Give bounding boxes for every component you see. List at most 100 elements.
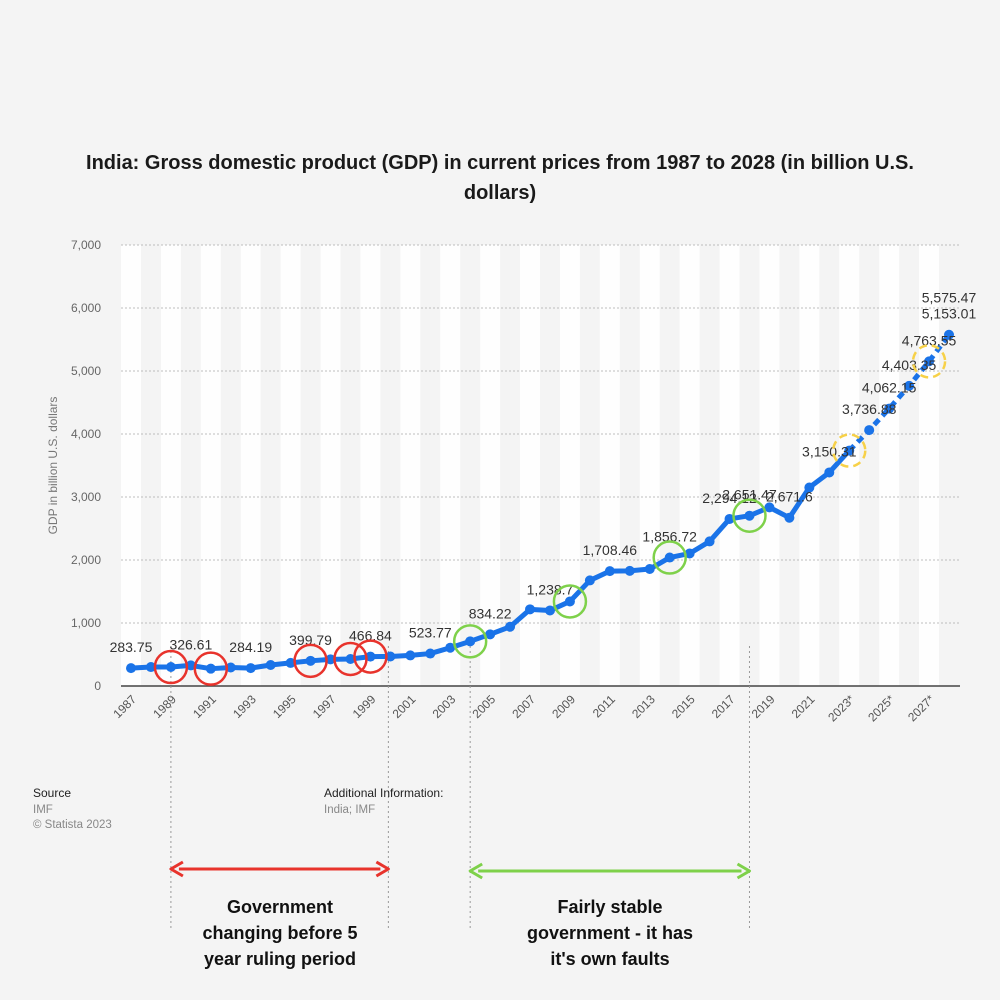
data-point (165, 662, 176, 673)
green-arrow-right-head (736, 862, 751, 880)
x-tick-label: 1999 (350, 692, 379, 721)
series-line-forecast (847, 333, 952, 453)
data-point (205, 663, 216, 674)
data-point (784, 512, 795, 523)
data-point (844, 445, 855, 456)
plot-band (799, 245, 820, 686)
plot-band (879, 245, 900, 686)
highlight-circle (652, 540, 687, 575)
plot-band (759, 245, 780, 686)
plot-band (320, 245, 341, 686)
x-tick-label: 2011 (590, 692, 618, 720)
plot-band (520, 245, 540, 686)
plot-band (919, 245, 940, 686)
x-tick-label: 2009 (549, 692, 578, 721)
plot-band (200, 245, 221, 686)
plot-band (121, 245, 141, 686)
x-tick-label: 2001 (390, 692, 419, 721)
data-point (684, 548, 695, 559)
x-tick-label: 2019 (749, 692, 778, 721)
highlight-circle (353, 639, 388, 674)
plot-band (160, 245, 181, 686)
data-point (824, 467, 835, 478)
highlight-circle (452, 624, 488, 659)
plot-band (400, 245, 421, 686)
highlight-circle (333, 641, 368, 677)
highlight-circle (293, 643, 328, 679)
data-point (804, 482, 815, 493)
y-tick-label: 3,000 (71, 490, 101, 504)
data-point (924, 356, 935, 367)
data-point (704, 536, 715, 547)
highlight-circle (193, 651, 229, 686)
data-label: 3,150.31 (802, 443, 857, 459)
green-note-line-0: Fairly stable (557, 897, 663, 917)
data-point (744, 510, 755, 521)
x-tick-label: 1997 (310, 692, 339, 721)
data-label: 5,153.01 (922, 306, 977, 322)
data-label: 2,651.47 (722, 487, 777, 503)
x-tick-label: 2023* (825, 692, 857, 724)
data-point (445, 642, 456, 653)
plot-band (360, 245, 381, 686)
plot-band (240, 245, 261, 686)
data-point (145, 662, 156, 673)
data-point (505, 621, 516, 632)
data-point (604, 566, 615, 577)
data-label: 4,763.55 (902, 332, 957, 348)
additional-info-heading: Additional Information: (324, 786, 444, 800)
y-tick-label: 4,000 (71, 427, 101, 441)
x-tick-label: 1991 (190, 692, 219, 721)
data-label: 1,708.46 (583, 542, 638, 558)
source-heading: Source (33, 786, 72, 800)
data-label: 3,736.88 (842, 401, 897, 417)
data-point (584, 575, 595, 586)
x-tick-label: 2027* (905, 692, 937, 724)
data-point (126, 663, 136, 674)
x-tick-label: 1989 (150, 692, 179, 721)
data-point (185, 660, 196, 671)
data-label: 2,671.6 (766, 489, 813, 505)
data-point (644, 564, 655, 575)
green-arrow-left-head (468, 862, 483, 880)
highlight-circle (153, 649, 189, 685)
data-label: 4,403.35 (882, 357, 937, 373)
plot-band (839, 245, 860, 686)
x-tick-label: 2017 (709, 692, 738, 721)
red-arrow-right-head (375, 860, 390, 878)
data-label: 284.19 (229, 639, 272, 655)
red-note-line-0: Government (226, 897, 334, 917)
data-point (465, 636, 476, 647)
red-arrow-left-head (169, 860, 184, 878)
data-point (405, 650, 416, 661)
data-label: 523.77 (409, 625, 452, 641)
data-point (944, 329, 954, 340)
source-line-0: IMF (33, 804, 53, 816)
y-tick-label: 5,000 (71, 364, 101, 378)
y-tick-label: 1,000 (71, 616, 101, 630)
data-point (305, 655, 316, 666)
data-point (864, 425, 875, 436)
data-point (525, 604, 536, 615)
x-tick-label: 2015 (669, 692, 698, 721)
x-tick-label: 2007 (509, 692, 538, 721)
green-note-line-2: it's own faults (550, 949, 670, 969)
x-tick-label: 2003 (430, 692, 459, 721)
data-point (764, 502, 775, 513)
plot-band (280, 245, 301, 686)
plot-band (599, 245, 620, 686)
additional-info-line: India; IMF (324, 804, 376, 816)
source-line-1: © Statista 2023 (33, 819, 112, 831)
data-point (664, 552, 675, 563)
plot-band (480, 245, 501, 686)
green-note-line-1: government - it has (526, 923, 694, 943)
data-point (385, 651, 396, 662)
data-point (325, 654, 336, 665)
x-tick-label: 2013 (629, 692, 658, 721)
x-tick-label: 1987 (110, 692, 139, 721)
data-point (904, 380, 915, 391)
x-tick-label: 2021 (789, 692, 818, 721)
data-point (724, 513, 735, 524)
data-label: 283.75 (110, 639, 153, 655)
